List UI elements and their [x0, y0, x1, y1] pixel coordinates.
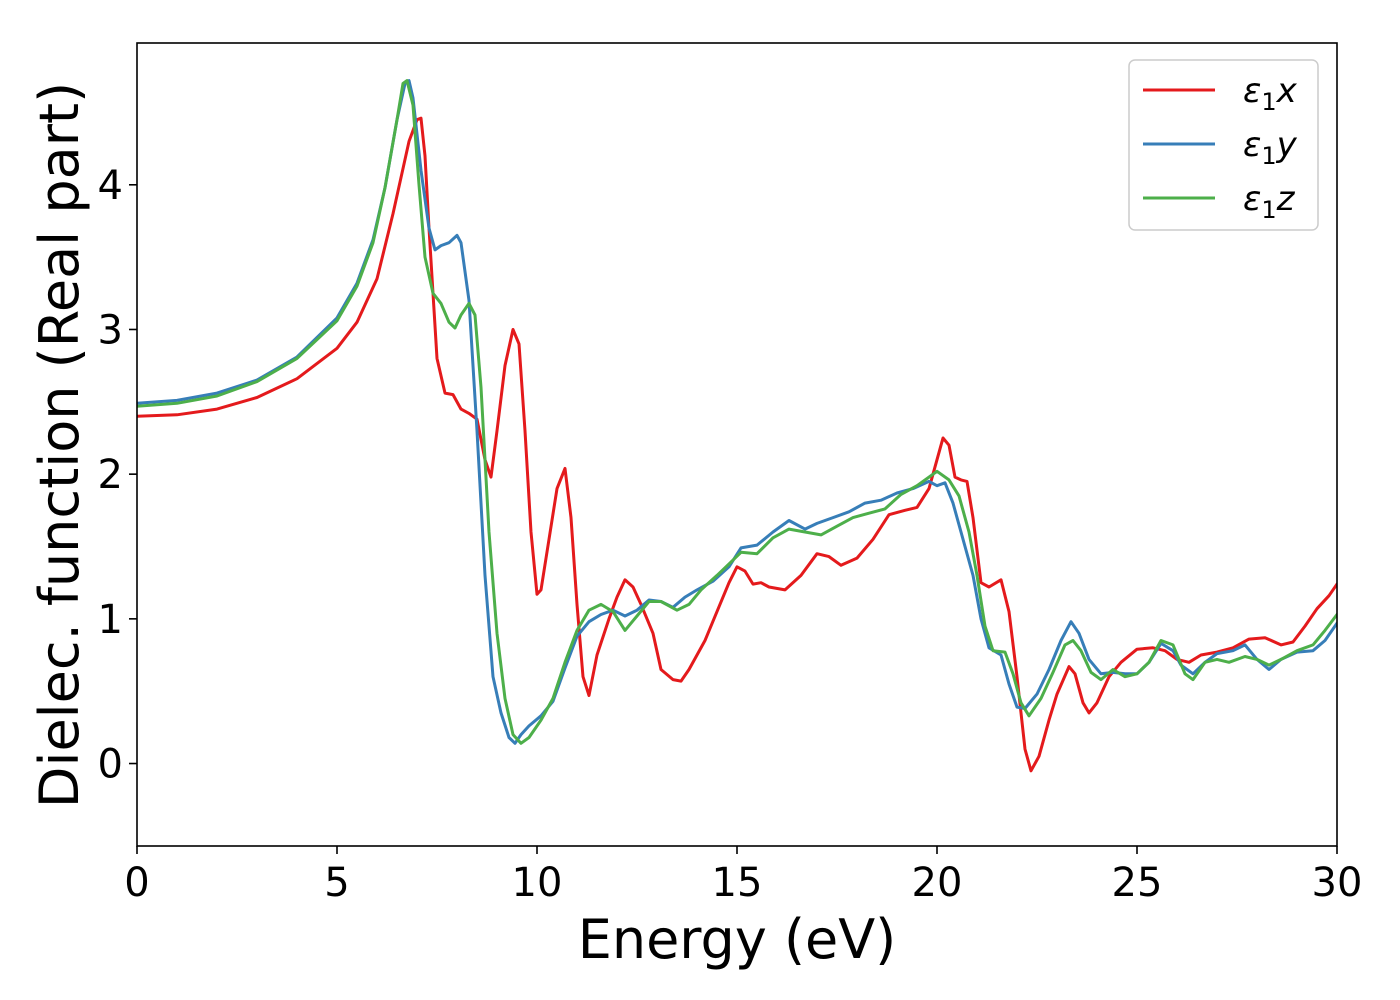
y-axis-ticks: 0 1 2 3 4 — [98, 163, 137, 788]
legend: ε1x ε1y ε1z — [1128, 59, 1319, 231]
x-tick-label: 15 — [712, 860, 763, 906]
y-tick-label: 3 — [98, 307, 123, 353]
y-tick-label: 4 — [98, 163, 123, 209]
x-tick-label: 5 — [324, 860, 349, 906]
x-tick-label: 25 — [1112, 860, 1163, 906]
plot-frame — [136, 42, 1338, 847]
legend-label-y: ε1y — [1243, 125, 1298, 170]
y-tick-label: 2 — [98, 452, 123, 498]
y-tick-label: 0 — [98, 742, 123, 788]
legend-label-z: ε1z — [1243, 179, 1296, 224]
x-tick-label: 0 — [124, 860, 149, 906]
series-line-z — [137, 79, 1337, 745]
y-axis-label: Dielec. function (Real part) — [28, 82, 91, 808]
x-tick-label: 30 — [1312, 860, 1363, 906]
x-axis-ticks: 0 5 10 15 20 25 30 — [124, 846, 1362, 906]
y-tick-label: 1 — [98, 597, 123, 643]
legend-label-x: ε1x — [1243, 71, 1298, 116]
x-axis-label: Energy (eV) — [578, 908, 897, 971]
x-tick-label: 10 — [512, 860, 563, 906]
x-tick-label: 20 — [912, 860, 963, 906]
series-layer — [137, 79, 1337, 773]
legend-box — [1128, 59, 1319, 231]
series-line-x — [137, 116, 1337, 773]
